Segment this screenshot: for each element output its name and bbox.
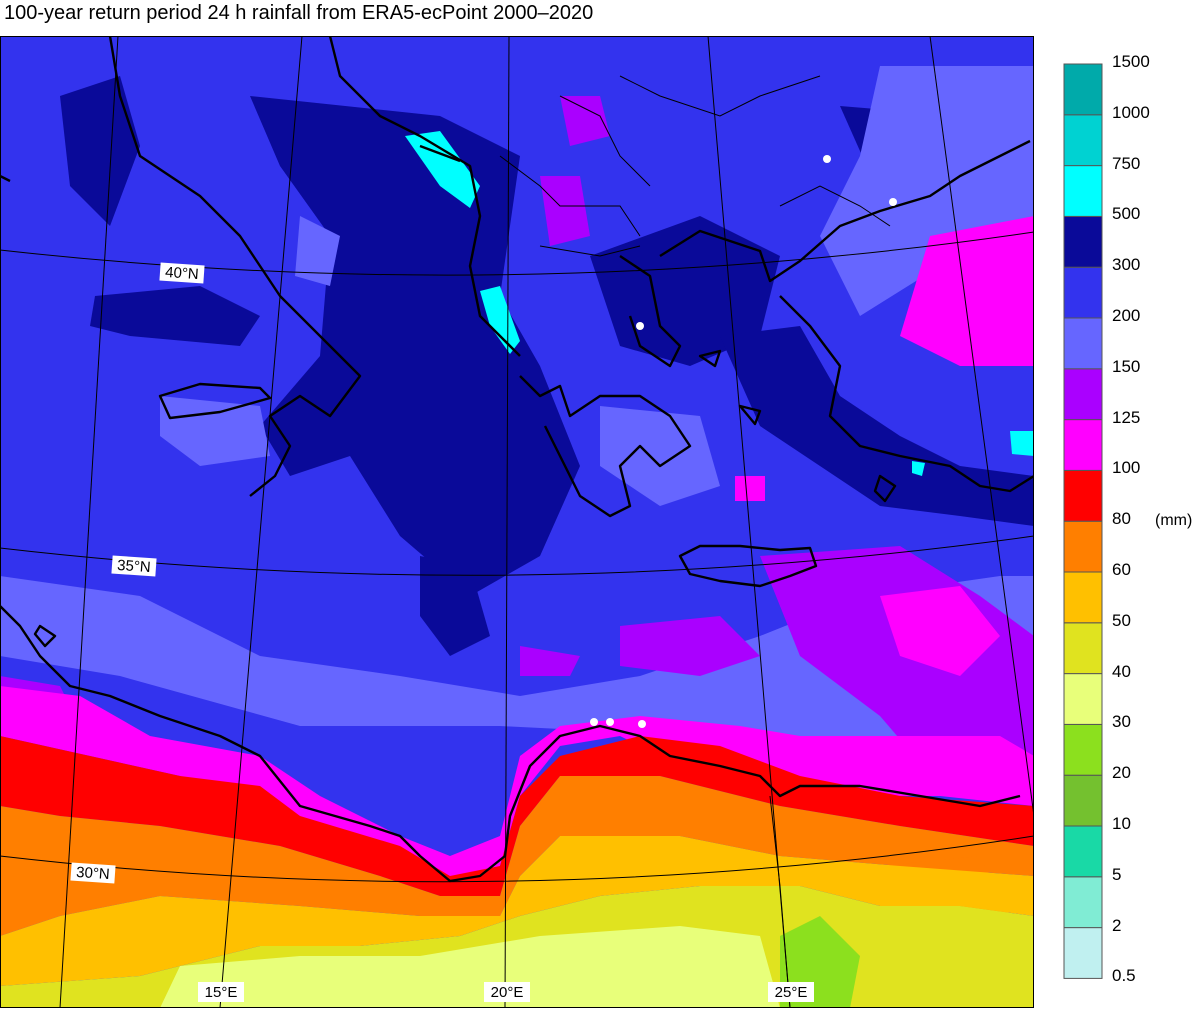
legend-tick-label: 150 — [1112, 356, 1141, 376]
legend-swatch — [1063, 215, 1103, 268]
parallel-label-30n: 30°N — [70, 862, 116, 884]
legend-tick-label: 5 — [1112, 864, 1122, 884]
legend-swatch — [1063, 469, 1103, 522]
color-legend — [1063, 63, 1104, 979]
field-100-125 — [735, 476, 765, 501]
borders — [499, 75, 891, 1008]
legend-tick-label: 60 — [1112, 560, 1131, 579]
meridian-label-25e: 25°E — [768, 982, 814, 1002]
field-150-200 — [295, 216, 340, 286]
field-60-80 — [0, 776, 1034, 936]
legend-tick-label: 200 — [1112, 306, 1141, 325]
svg-text:30°N: 30°N — [76, 864, 111, 883]
field-300-500 — [420, 556, 490, 656]
field-300-500 — [60, 76, 140, 226]
legend-tick-label: 20 — [1112, 763, 1131, 783]
legend-swatch — [1063, 419, 1103, 471]
svg-text:40°N: 40°N — [165, 264, 200, 283]
legend-tick-label: 50 — [1112, 610, 1131, 630]
map-frame — [0, 36, 1034, 1008]
field-150-200 — [600, 406, 720, 506]
field-300-500 — [90, 286, 260, 346]
field-150-200 — [160, 396, 270, 466]
field-125-150 — [560, 96, 610, 146]
legend-swatch — [1063, 774, 1103, 827]
field-100-125 — [880, 586, 1000, 676]
legend-unit: (mm) — [1155, 512, 1193, 529]
svg-text:20°E: 20°E — [491, 984, 524, 1001]
meridian-label-15e: 15°E — [198, 982, 244, 1002]
meridian-label-20e: 20°E — [484, 982, 530, 1002]
legend-swatch — [1063, 673, 1103, 725]
legend-swatch — [1063, 723, 1103, 776]
legend-swatch — [1063, 622, 1103, 675]
graticule — [0, 36, 1034, 1008]
legend-swatch — [1063, 927, 1103, 979]
parallel-label-35n: 35°N — [111, 555, 157, 577]
field-30-40 — [160, 926, 780, 1008]
field-80-100 — [0, 736, 1034, 896]
field-125-150 — [620, 616, 760, 676]
legend-swatch — [1063, 266, 1103, 319]
field-300-500 — [250, 96, 580, 596]
field-500-750 — [1010, 431, 1034, 456]
legend-swatch — [1063, 317, 1103, 370]
svg-text:35°N: 35°N — [117, 557, 152, 576]
coastline — [0, 36, 1034, 883]
svg-text:25°E: 25°E — [775, 984, 808, 1001]
legend-swatch — [1063, 571, 1103, 624]
field-125-150 — [540, 176, 590, 246]
rainfall-map: 40°N 35°N 30°N 15°E 20°E 25°E — [0, 36, 1034, 1008]
field-125-150 — [520, 646, 580, 676]
legend-swatch — [1063, 114, 1103, 167]
legend-tick-label: 1500 — [1112, 52, 1150, 71]
field-50-60 — [0, 836, 1034, 986]
legend-tick-label: 300 — [1112, 255, 1141, 275]
legend-tick-label: 0.5 — [1112, 966, 1136, 986]
legend-tick-label: 30 — [1112, 712, 1131, 732]
field-500-750 — [480, 286, 520, 354]
field-150-200 — [0, 576, 1034, 756]
legend-tick-label: 1000 — [1112, 102, 1150, 122]
legend-tick-label: 100 — [1112, 458, 1141, 478]
field-100-125 — [900, 216, 1034, 366]
legend-tick-label: 500 — [1112, 204, 1141, 224]
legend-swatch — [1063, 63, 1103, 116]
field-150-200 — [820, 66, 1034, 316]
map-title: 100-year return period 24 h rainfall fro… — [4, 2, 594, 24]
legend-swatch — [1063, 825, 1103, 878]
legend-tick-label: 40 — [1112, 661, 1131, 681]
legend-tick-label: 10 — [1112, 814, 1131, 833]
legend-swatch — [1063, 520, 1103, 573]
legend-tick-label: 750 — [1112, 153, 1141, 173]
field-300-500 — [720, 326, 1034, 526]
legend-tick-label: 80 — [1112, 509, 1131, 529]
field-100-125 — [0, 686, 1034, 886]
legend-swatch — [1063, 368, 1103, 421]
legend-tick-label: 2 — [1112, 915, 1122, 935]
parallel-label-40n: 40°N — [159, 262, 205, 284]
svg-text:15°E: 15°E — [205, 984, 238, 1001]
legend-swatch — [1063, 165, 1103, 217]
legend-swatch — [1063, 876, 1103, 929]
field-500-750 — [912, 461, 925, 476]
legend-tick-label: 125 — [1112, 407, 1141, 427]
station-markers — [590, 155, 897, 728]
field-500-750 — [405, 131, 480, 208]
